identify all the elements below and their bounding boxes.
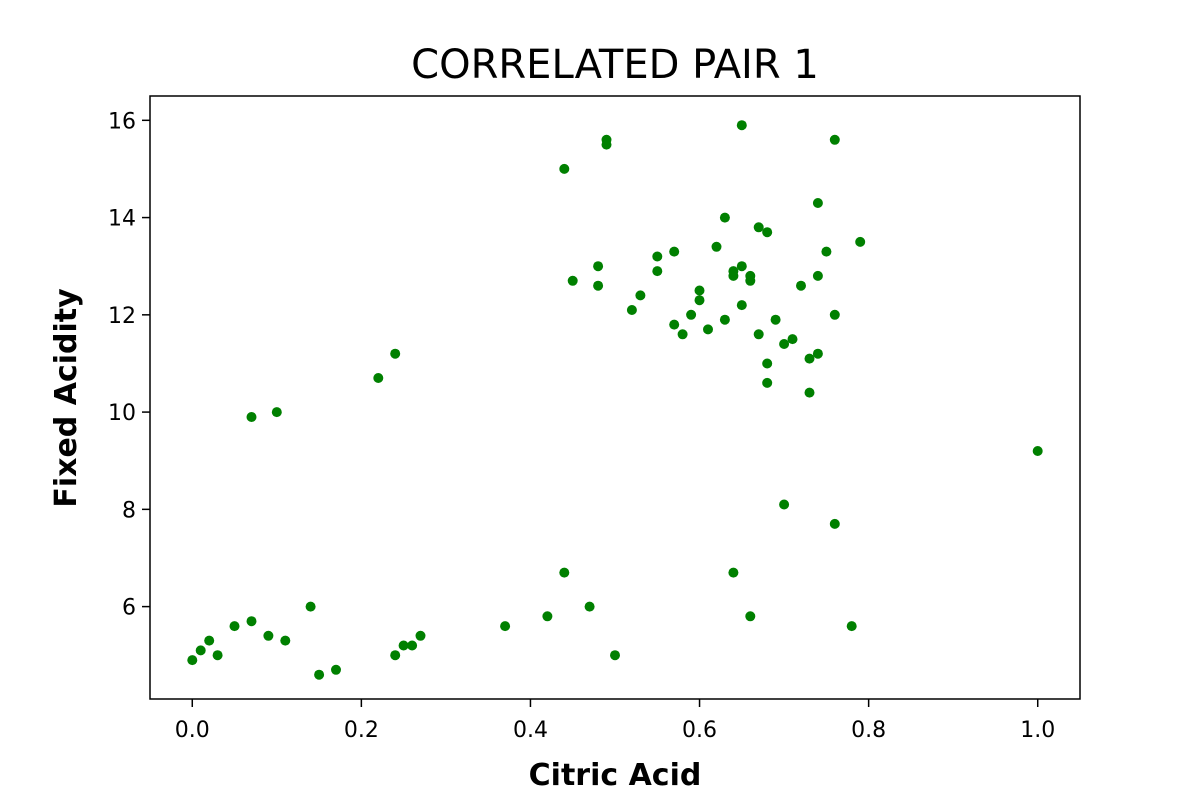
x-tick-label: 1.0 [1020, 718, 1055, 743]
data-point [584, 601, 595, 612]
data-point [263, 630, 274, 641]
x-axis-ticks: 0.0 0.2 0.4 0.6 0.8 1.0 [175, 699, 1055, 743]
data-point [736, 261, 747, 272]
x-axis-label: Citric Acid [529, 758, 702, 793]
data-point [407, 640, 418, 651]
data-point [542, 611, 553, 622]
y-axis-label: Fixed Acidity [49, 288, 84, 508]
data-point [601, 139, 612, 150]
y-tick-label: 8 [122, 498, 136, 523]
data-point [229, 621, 240, 632]
data-point [652, 251, 663, 262]
data-points [187, 120, 1043, 680]
data-point [694, 295, 705, 306]
data-point [736, 300, 747, 311]
data-point [804, 353, 815, 364]
y-tick-label: 14 [108, 207, 136, 232]
data-point [559, 163, 570, 174]
x-tick-label: 0.2 [344, 718, 379, 743]
data-point [567, 275, 578, 286]
data-point [246, 412, 257, 422]
data-point [593, 280, 604, 291]
data-point [593, 261, 604, 272]
data-point [398, 640, 409, 651]
data-point [246, 616, 257, 627]
data-point [331, 664, 341, 675]
data-point [719, 212, 730, 223]
x-tick-label: 0.0 [175, 718, 210, 743]
y-tick-label: 16 [108, 109, 136, 134]
data-point [314, 669, 325, 680]
data-point [677, 329, 688, 340]
data-point [694, 285, 705, 296]
data-point [280, 635, 291, 646]
data-point [728, 567, 739, 578]
data-point [271, 407, 282, 418]
data-point [804, 387, 815, 398]
data-point [652, 266, 663, 277]
x-tick-label: 0.8 [851, 718, 886, 743]
data-point [762, 358, 773, 369]
data-point [635, 290, 646, 301]
data-point [829, 518, 840, 529]
data-point [415, 630, 426, 641]
data-point [204, 635, 215, 646]
data-point [626, 305, 637, 315]
data-point [846, 621, 857, 632]
data-point [669, 319, 680, 330]
x-tick-label: 0.6 [682, 718, 717, 743]
data-point [559, 567, 570, 578]
data-point [500, 621, 511, 632]
data-point [686, 309, 697, 320]
data-point [812, 348, 823, 359]
data-point [212, 650, 223, 661]
data-point [821, 246, 832, 257]
chart-title: CORRELATED PAIR 1 [411, 42, 819, 88]
data-point [711, 241, 722, 252]
data-point [390, 348, 401, 359]
data-point [753, 222, 764, 233]
data-point [390, 650, 401, 661]
data-point [669, 246, 680, 257]
data-point [779, 499, 790, 510]
data-point [719, 314, 730, 325]
data-point [779, 339, 790, 349]
y-axis-ticks: 6 8 10 12 14 16 [108, 109, 150, 621]
x-tick-label: 0.4 [513, 718, 548, 743]
data-point [745, 275, 756, 286]
data-point [736, 120, 747, 131]
y-tick-label: 12 [108, 304, 136, 329]
data-point [610, 650, 620, 661]
data-point [187, 655, 198, 666]
plot-frame [149, 95, 1081, 700]
data-point [753, 329, 764, 340]
y-tick-label: 6 [122, 596, 136, 621]
data-point [829, 134, 840, 145]
data-point [703, 324, 713, 335]
data-point [373, 373, 384, 383]
data-point [762, 377, 773, 388]
data-point [762, 227, 773, 238]
data-point [812, 198, 823, 208]
data-point [796, 280, 806, 291]
data-point [855, 236, 866, 247]
y-tick-label: 10 [108, 401, 136, 426]
data-point [1032, 446, 1043, 456]
data-point [305, 601, 316, 612]
data-point [787, 334, 798, 345]
data-point [812, 270, 823, 281]
data-point [728, 266, 739, 277]
data-point [829, 309, 840, 320]
data-point [770, 314, 781, 325]
data-point [745, 611, 756, 622]
data-point [195, 645, 206, 656]
